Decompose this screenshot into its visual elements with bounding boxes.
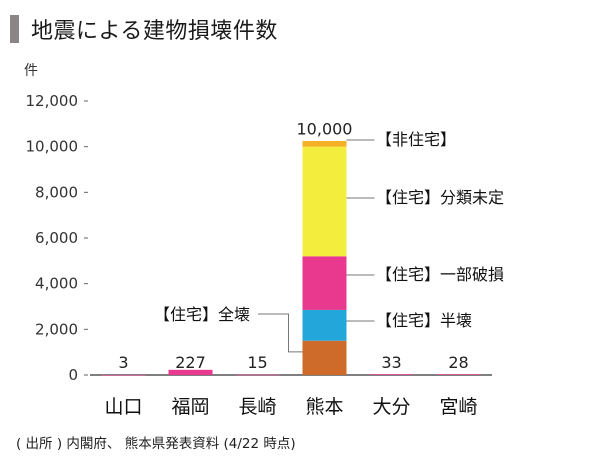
y-tick-label: 8,000 <box>35 183 78 201</box>
bar-segment <box>302 309 347 341</box>
bar <box>436 374 481 375</box>
data-label: 28 <box>448 353 468 372</box>
x-tick-label: 山口 <box>104 396 142 418</box>
y-tick-label: 2,000 <box>35 320 78 338</box>
bar <box>369 374 414 375</box>
bar-segment <box>302 146 347 257</box>
chart-title: 地震による建物損壊件数 <box>31 19 278 44</box>
data-label: 3 <box>118 353 128 372</box>
x-tick-label: 大分 <box>372 396 410 418</box>
series-label: 【住宅】分類未定 <box>376 188 504 207</box>
bar <box>168 369 213 375</box>
y-tick-label: 12,000 <box>26 92 79 110</box>
x-tick-label: 長崎 <box>238 396 276 418</box>
series-label: 【住宅】全壊 <box>154 305 250 324</box>
data-label: 33 <box>381 353 401 372</box>
bar-segment <box>302 340 347 375</box>
data-label: 10,000 <box>297 120 353 139</box>
data-label: 227 <box>175 353 206 372</box>
source-note: ( 出所 ) 内閣府、 熊本県発表資料 (4/22 時点) <box>16 436 296 452</box>
x-tick-label: 熊本 <box>305 396 343 418</box>
bar <box>101 374 146 376</box>
bar <box>235 374 280 376</box>
x-tick-label: 宮崎 <box>439 396 477 418</box>
x-tick-label: 福岡 <box>171 396 209 418</box>
callout-line <box>258 313 303 353</box>
y-axis-unit-label: 件 <box>24 63 38 79</box>
data-label: 15 <box>247 353 267 372</box>
series-label: 【住宅】一部破損 <box>376 265 504 284</box>
series-label: 【住宅】半壊 <box>376 311 472 330</box>
title-accent-bar <box>10 15 19 43</box>
chart-header: 地震による建物損壊件数 <box>10 14 278 44</box>
y-tick-label: 0 <box>68 366 78 384</box>
bar-segment <box>302 140 347 147</box>
y-tick-label: 10,000 <box>26 138 79 156</box>
y-tick-label: 6,000 <box>35 229 78 247</box>
y-tick-label: 4,000 <box>35 275 78 293</box>
bar-segment <box>302 256 347 310</box>
series-label: 【非住宅】 <box>376 130 456 149</box>
